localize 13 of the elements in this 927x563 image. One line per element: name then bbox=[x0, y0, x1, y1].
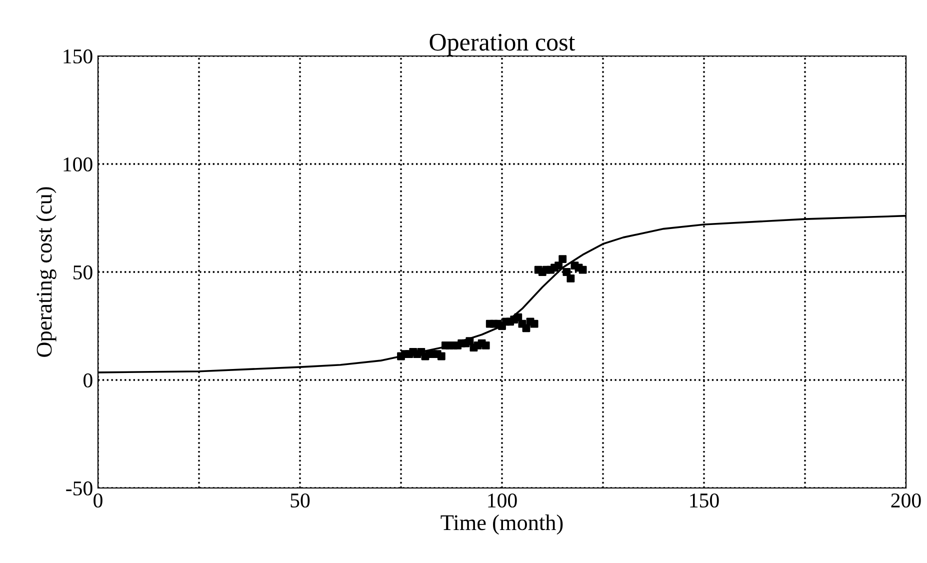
y-tick-label: -50 bbox=[66, 481, 92, 496]
x-tick-label: 50 bbox=[290, 493, 310, 508]
y-axis-title: Operating cost (cu) bbox=[36, 187, 56, 357]
x-tick-label: 100 bbox=[488, 493, 517, 508]
y-tick-label: 100 bbox=[64, 157, 92, 172]
y-tick-label: 50 bbox=[74, 265, 92, 280]
x-axis-title: Time (month) bbox=[440, 514, 563, 535]
y-tick-label: 150 bbox=[64, 49, 92, 64]
chart-title: Operation cost bbox=[430, 34, 576, 56]
x-tick-label: 0 bbox=[94, 493, 102, 508]
y-tick-label: 0 bbox=[84, 373, 92, 388]
x-tick-label: 200 bbox=[891, 493, 921, 508]
x-tick-label: 150 bbox=[690, 493, 719, 508]
